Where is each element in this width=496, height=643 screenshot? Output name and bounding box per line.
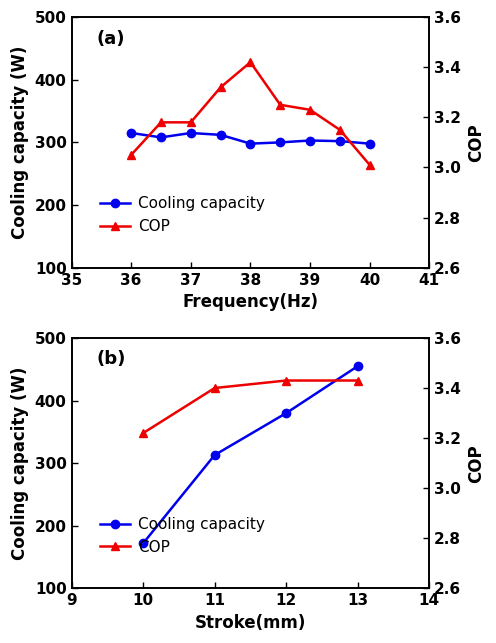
Cooling capacity: [337, 137, 343, 145]
X-axis label: Frequency(Hz): Frequency(Hz): [183, 293, 318, 311]
COP: [212, 384, 218, 392]
Line: COP: COP: [139, 376, 362, 437]
Y-axis label: COP: COP: [467, 444, 485, 482]
Y-axis label: Cooling capacity (W): Cooling capacity (W): [11, 367, 29, 560]
Cooling capacity: [283, 409, 289, 417]
COP: [307, 106, 313, 114]
Line: Cooling capacity: Cooling capacity: [139, 362, 362, 548]
COP: [355, 377, 361, 385]
COP: [140, 430, 146, 437]
Line: Cooling capacity: Cooling capacity: [127, 129, 374, 148]
Line: COP: COP: [127, 58, 374, 169]
Y-axis label: COP: COP: [467, 123, 485, 161]
COP: [367, 161, 372, 169]
Legend: Cooling capacity, COP: Cooling capacity, COP: [93, 190, 271, 240]
COP: [337, 126, 343, 134]
Text: (a): (a): [97, 30, 125, 48]
Cooling capacity: [212, 451, 218, 459]
Cooling capacity: [188, 129, 194, 137]
COP: [128, 151, 134, 159]
Cooling capacity: [367, 140, 372, 147]
Cooling capacity: [355, 362, 361, 370]
COP: [218, 84, 224, 91]
COP: [277, 101, 283, 109]
X-axis label: Stroke(mm): Stroke(mm): [195, 614, 306, 632]
COP: [248, 59, 253, 66]
Cooling capacity: [128, 129, 134, 137]
COP: [283, 377, 289, 385]
Cooling capacity: [158, 134, 164, 141]
Cooling capacity: [218, 131, 224, 139]
Cooling capacity: [307, 137, 313, 145]
Cooling capacity: [248, 140, 253, 147]
COP: [188, 118, 194, 126]
Legend: Cooling capacity, COP: Cooling capacity, COP: [93, 511, 271, 561]
Text: (b): (b): [97, 350, 126, 368]
Cooling capacity: [277, 138, 283, 146]
Y-axis label: Cooling capacity (W): Cooling capacity (W): [11, 46, 29, 239]
COP: [158, 118, 164, 126]
Cooling capacity: [140, 539, 146, 547]
